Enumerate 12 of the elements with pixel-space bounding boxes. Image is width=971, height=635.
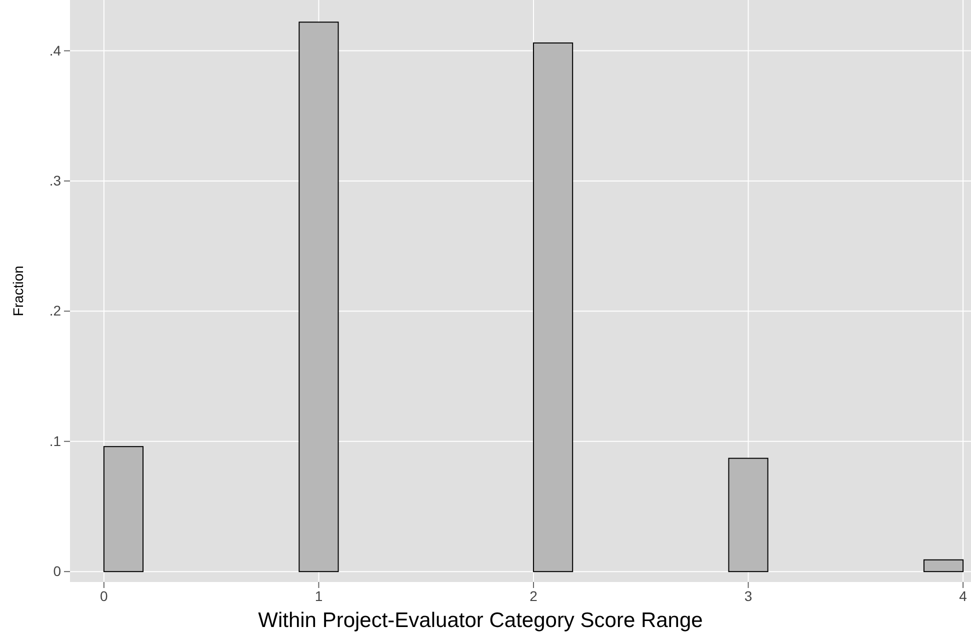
x-tick-label: 3 bbox=[744, 588, 752, 604]
y-tick-label: .3 bbox=[49, 172, 62, 188]
x-axis-title: Within Project-Evaluator Category Score Range bbox=[258, 609, 703, 632]
x-tick-label: 2 bbox=[530, 588, 538, 604]
x-tick-label: 0 bbox=[100, 588, 108, 604]
x-tick-label: 1 bbox=[314, 588, 323, 604]
y-tick-label: .4 bbox=[49, 42, 62, 58]
y-tick-label: 0 bbox=[53, 563, 62, 580]
y-axis-title: Fraction bbox=[10, 266, 26, 316]
y-tick-label: .1 bbox=[49, 432, 62, 449]
x-tick-label: 4 bbox=[959, 588, 968, 604]
y-tick-label: .2 bbox=[49, 302, 62, 319]
